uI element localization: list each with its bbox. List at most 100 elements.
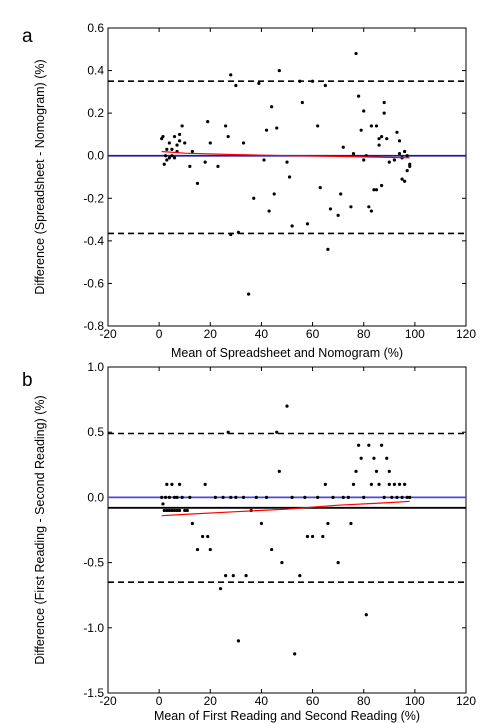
data-point <box>267 209 271 213</box>
data-point <box>287 175 292 179</box>
data-point <box>359 128 363 132</box>
data-point <box>213 495 217 499</box>
tick-marks-a <box>107 27 467 327</box>
y-tick-label: 0.5 <box>87 425 104 439</box>
data-point <box>178 508 182 513</box>
x-tick-label: 20 <box>204 327 218 341</box>
y-tick-label: -0.5 <box>83 556 104 570</box>
data-point <box>341 145 345 149</box>
data-point <box>206 120 210 124</box>
data-point <box>165 482 169 486</box>
x-tick-label: 100 <box>405 327 425 341</box>
x-tick-label: 60 <box>306 694 320 708</box>
data-point <box>303 495 307 499</box>
y-tick-label: 0.0 <box>87 490 104 504</box>
tick-marks-b <box>107 366 467 694</box>
data-point <box>298 79 302 83</box>
data-point <box>163 495 168 499</box>
data-point <box>362 109 366 113</box>
data-point <box>201 534 205 539</box>
data-point <box>382 111 386 115</box>
data-point <box>231 574 235 578</box>
data-point <box>385 137 389 141</box>
data-point <box>183 508 187 513</box>
data-point <box>262 158 266 162</box>
data-point <box>175 143 179 147</box>
data-point <box>339 192 343 196</box>
x-axis-label-a: Mean of Spreadsheet and Nomogram (%) <box>171 346 403 360</box>
data-point <box>364 613 368 617</box>
trend-b <box>161 500 410 517</box>
data-point <box>380 183 384 188</box>
data-point <box>310 79 315 83</box>
data-point <box>280 561 284 565</box>
data-point <box>229 73 233 77</box>
data-point <box>270 547 274 552</box>
data-point <box>300 100 304 105</box>
data-point <box>374 469 379 473</box>
data-point <box>408 495 412 499</box>
data-point <box>382 495 386 499</box>
data-point <box>170 508 174 513</box>
data-point <box>172 134 177 139</box>
data-point <box>163 154 168 158</box>
data-point <box>229 232 233 237</box>
data-point <box>405 154 409 158</box>
data-points-a <box>160 51 412 296</box>
data-point <box>161 134 165 139</box>
reference-lines-b <box>108 432 466 583</box>
data-point <box>403 149 407 154</box>
data-point <box>165 158 169 162</box>
data-point <box>208 141 212 145</box>
data-point <box>160 495 164 499</box>
data-point <box>165 147 169 151</box>
data-point <box>392 158 396 162</box>
data-point <box>298 574 302 578</box>
data-point <box>403 482 407 486</box>
data-point <box>326 247 330 251</box>
data-point <box>185 508 189 513</box>
x-tick-label: -20 <box>99 327 117 341</box>
data-point <box>369 124 373 128</box>
x-tick-label: 20 <box>204 694 218 708</box>
data-point <box>180 124 184 128</box>
data-point <box>170 147 174 151</box>
y-tick-label: -0.8 <box>83 319 104 333</box>
data-point <box>290 224 294 228</box>
x-tick-labels-a: -20 0 20 40 60 80 100 120 <box>99 327 476 341</box>
data-point <box>162 162 166 166</box>
data-point <box>387 482 391 486</box>
data-point <box>167 141 171 145</box>
data-point <box>377 143 381 147</box>
data-point <box>257 81 261 85</box>
data-point <box>236 230 241 234</box>
data-point <box>397 151 402 156</box>
data-point <box>259 521 264 526</box>
data-point <box>275 126 279 130</box>
data-point <box>277 68 281 73</box>
data-point <box>175 508 179 513</box>
data-point <box>369 209 373 213</box>
data-point <box>395 495 399 499</box>
y-tick-label: -0.6 <box>83 276 104 290</box>
data-point <box>367 205 371 209</box>
y-tick-label: -1.0 <box>83 621 104 635</box>
data-point <box>275 430 279 434</box>
data-point <box>397 482 402 486</box>
data-point <box>226 430 230 434</box>
data-point <box>290 495 294 499</box>
data-point <box>354 51 358 56</box>
y-tick-label: -0.2 <box>83 191 104 205</box>
data-point <box>357 94 361 98</box>
data-point <box>377 482 381 486</box>
data-point <box>331 495 335 499</box>
data-point <box>167 495 171 499</box>
data-point <box>206 534 210 539</box>
data-point <box>285 160 289 164</box>
data-point <box>374 188 379 192</box>
y-axis-label-a: Difference (Spreadsheet - Nomogram) (%) <box>33 59 47 294</box>
x-tick-label: 80 <box>357 694 371 708</box>
data-point <box>323 482 327 486</box>
panel-b: b -20 0 20 40 60 80 100 120 -1.5 -1.0 -0.5 0.0 0.5 1… <box>22 360 476 723</box>
data-point <box>221 495 225 499</box>
